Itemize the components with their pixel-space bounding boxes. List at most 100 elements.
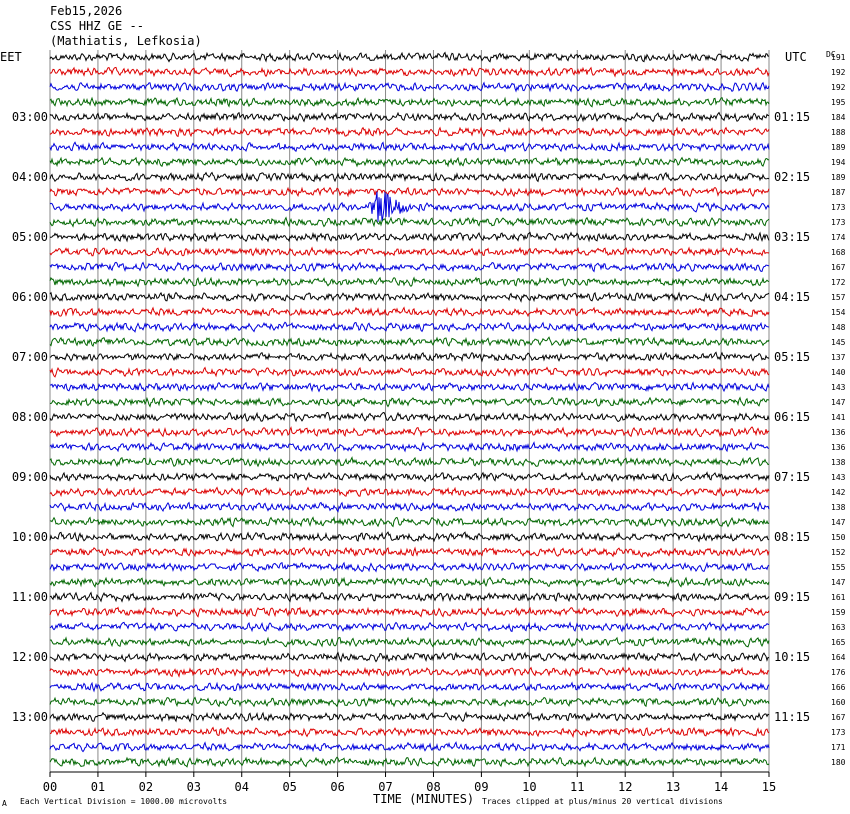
trace-line <box>49 756 770 768</box>
dc-offset-value: 159 <box>831 608 846 617</box>
dc-offset-value: 154 <box>831 308 846 317</box>
trace-line <box>49 396 770 408</box>
x-tick-label: 08 <box>426 780 440 794</box>
right-time-label: 09:15 <box>774 590 810 604</box>
left-time-label: 05:00 <box>12 230 48 244</box>
trace-line <box>49 726 770 738</box>
dc-offset-value: 164 <box>831 653 846 662</box>
left-time-label: 04:00 <box>12 170 48 184</box>
trace-line <box>49 111 770 123</box>
trace-line <box>49 516 770 528</box>
x-tick-label: 10 <box>522 780 536 794</box>
dc-offset-value: 145 <box>831 338 846 347</box>
right-time-label: 04:15 <box>774 290 810 304</box>
right-time-label: 06:15 <box>774 410 810 424</box>
trace-line <box>49 336 770 348</box>
dc-offset-value: 189 <box>831 143 846 152</box>
trace-line <box>49 606 770 618</box>
trace-line <box>49 741 770 753</box>
dc-offset-value: 176 <box>831 668 846 677</box>
trace-line <box>49 246 770 257</box>
left-time-label: 09:00 <box>12 470 48 484</box>
seismic-traces <box>49 51 770 768</box>
trace-line <box>49 591 770 603</box>
x-tick-label: 11 <box>570 780 584 794</box>
trace-line <box>49 711 770 723</box>
left-time-label: 08:00 <box>12 410 48 424</box>
dc-offset-value: 147 <box>831 398 846 407</box>
trace-line <box>49 366 770 378</box>
x-tick-label: 04 <box>235 780 249 794</box>
x-tick-label: 15 <box>762 780 776 794</box>
trace-line <box>49 141 770 153</box>
dc-offset-value: 165 <box>831 638 846 647</box>
station-code: CSS HHZ GE -- <box>50 19 144 33</box>
left-time-label: 10:00 <box>12 530 48 544</box>
corner-mark: A <box>2 799 7 808</box>
dc-offset-value: 143 <box>831 473 846 482</box>
dc-offset-value: 171 <box>831 743 846 752</box>
dc-offset-value: 138 <box>831 458 846 467</box>
right-time-label: 05:15 <box>774 350 810 364</box>
dc-offset-value: 192 <box>831 68 846 77</box>
left-time-label: 13:00 <box>12 710 48 724</box>
minute-grid <box>49 50 770 777</box>
dc-offset-value: 189 <box>831 173 846 182</box>
trace-line <box>49 696 770 708</box>
dc-offset-value: 166 <box>831 683 846 692</box>
dc-offset-value: 136 <box>831 443 846 452</box>
trace-line <box>49 276 770 288</box>
dc-offset-value: 138 <box>831 503 846 512</box>
right-time-label: 01:15 <box>774 110 810 124</box>
trace-line <box>49 561 770 573</box>
dc-offset-value: 137 <box>831 353 846 362</box>
dc-offset-value: 150 <box>831 533 846 542</box>
trace-line <box>49 51 769 63</box>
trace-line <box>49 96 770 108</box>
x-tick-label: 07 <box>378 780 392 794</box>
x-axis-title: TIME (MINUTES) <box>373 792 475 806</box>
trace-line <box>49 216 770 228</box>
dc-offset-value: 173 <box>831 203 846 212</box>
trace-line <box>49 306 770 318</box>
trace-line <box>49 66 770 78</box>
left-time-label: 11:00 <box>12 590 48 604</box>
dc-offset-value: 192 <box>831 83 846 92</box>
dc-offset-value: 140 <box>831 368 846 377</box>
dc-offset-value: 173 <box>831 218 846 227</box>
left-axis-label: EET <box>0 50 22 64</box>
dc-label: DC <box>826 50 836 59</box>
dc-offset-value: 152 <box>831 548 846 557</box>
trace-line <box>49 81 770 93</box>
trace-line <box>49 171 770 183</box>
dc-offset-value: 136 <box>831 428 846 437</box>
trace-line <box>49 231 770 243</box>
right-axis-label: UTC <box>785 50 807 64</box>
dc-offset-value: 194 <box>831 158 846 167</box>
dc-offset-value: 191 <box>831 53 846 62</box>
trace-line <box>49 321 770 333</box>
right-time-label: 07:15 <box>774 470 810 484</box>
x-tick-label: 01 <box>91 780 105 794</box>
dc-offset-value: 143 <box>831 383 846 392</box>
trace-line <box>50 426 770 438</box>
dc-offset-value: 155 <box>831 563 846 572</box>
trace-line <box>50 546 770 558</box>
axis-labels: 00 01 02 03 04 05 06 07 08 09 10 11 12 13 14 15 EET UTC DC… <box>0 50 846 794</box>
dc-offset-value: 148 <box>831 323 846 332</box>
trace-line <box>49 681 770 693</box>
right-time-label: 11:15 <box>774 710 810 724</box>
dc-offset-value: 167 <box>831 713 846 722</box>
trace-line <box>49 456 770 468</box>
left-time-label: 03:00 <box>12 110 48 124</box>
right-time-label: 03:15 <box>774 230 810 244</box>
trace-line <box>49 441 770 453</box>
dc-offset-value: 184 <box>831 113 846 122</box>
dc-offset-value: 167 <box>831 263 846 272</box>
right-time-label: 08:15 <box>774 530 810 544</box>
clip-note: Traces clipped at plus/minus 20 vertical… <box>482 797 723 806</box>
dc-offset-value: 161 <box>831 593 846 602</box>
x-tick-label: 02 <box>139 780 153 794</box>
dc-offset-value: 188 <box>831 128 846 137</box>
